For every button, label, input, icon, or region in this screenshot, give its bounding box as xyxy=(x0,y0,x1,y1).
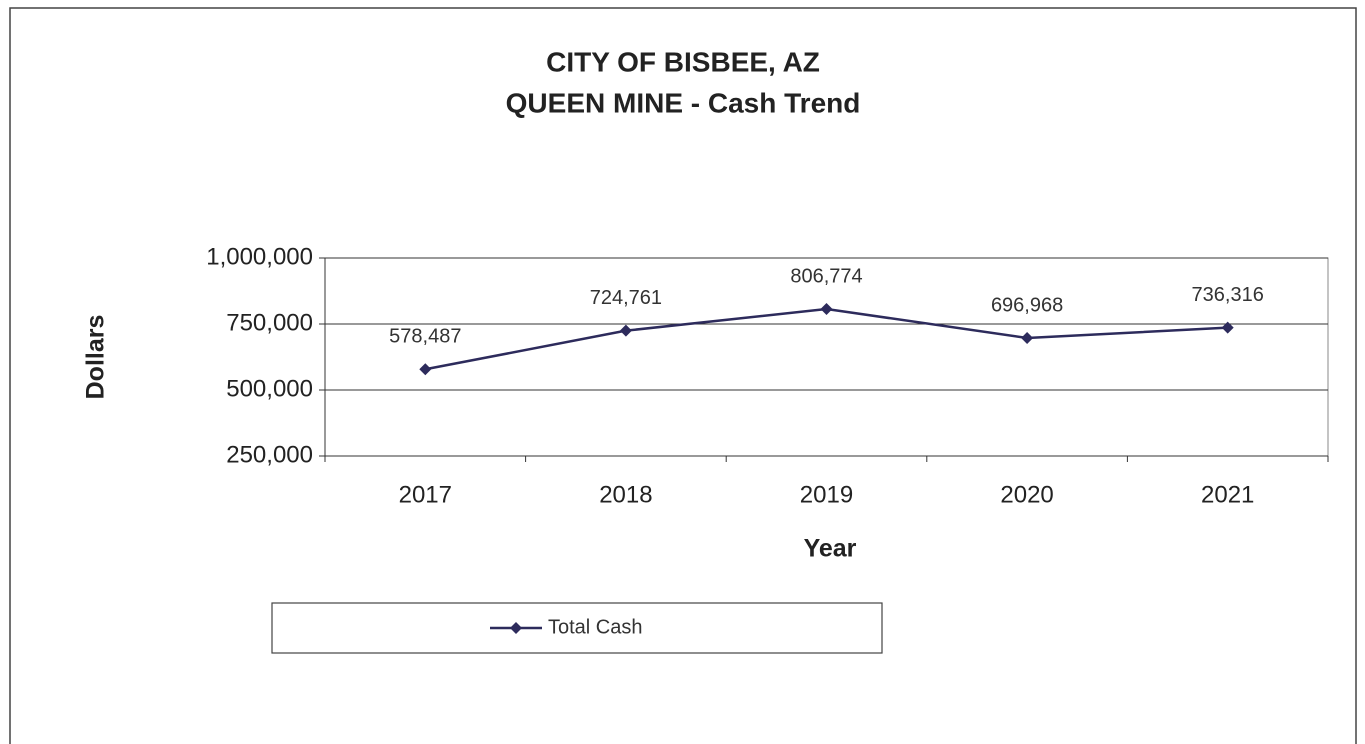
data-label: 578,487 xyxy=(389,326,461,348)
legend-label: Total Cash xyxy=(548,616,643,638)
legend-box xyxy=(271,602,883,654)
chart-title: CITY OF BISBEE, AZ xyxy=(546,46,820,77)
data-label: 736,316 xyxy=(1192,284,1264,306)
x-tick-label: 2017 xyxy=(399,481,452,508)
chart-subtitle: QUEEN MINE - Cash Trend xyxy=(506,87,861,118)
x-axis-title: Year xyxy=(804,535,857,563)
y-tick-label: 500,000 xyxy=(226,375,313,402)
y-tick-label: 1,000,000 xyxy=(206,243,313,270)
data-label: 696,968 xyxy=(991,294,1063,316)
y-tick-label: 250,000 xyxy=(226,441,313,468)
data-label: 724,761 xyxy=(590,287,662,309)
x-tick-label: 2018 xyxy=(599,481,652,508)
plot-area xyxy=(324,257,1329,457)
y-tick-label: 750,000 xyxy=(226,309,313,336)
data-point xyxy=(1221,321,1234,334)
y-axis-title: Dollars xyxy=(82,315,110,400)
x-tick-label: 2019 xyxy=(800,481,853,508)
data-point xyxy=(619,324,632,337)
data-point xyxy=(1021,332,1034,345)
x-tick-label: 2020 xyxy=(1000,481,1053,508)
data-point xyxy=(419,363,432,376)
legend-marker xyxy=(510,622,522,634)
data-point xyxy=(820,303,833,316)
x-tick-label: 2021 xyxy=(1201,481,1254,508)
data-label: 806,774 xyxy=(790,265,862,287)
